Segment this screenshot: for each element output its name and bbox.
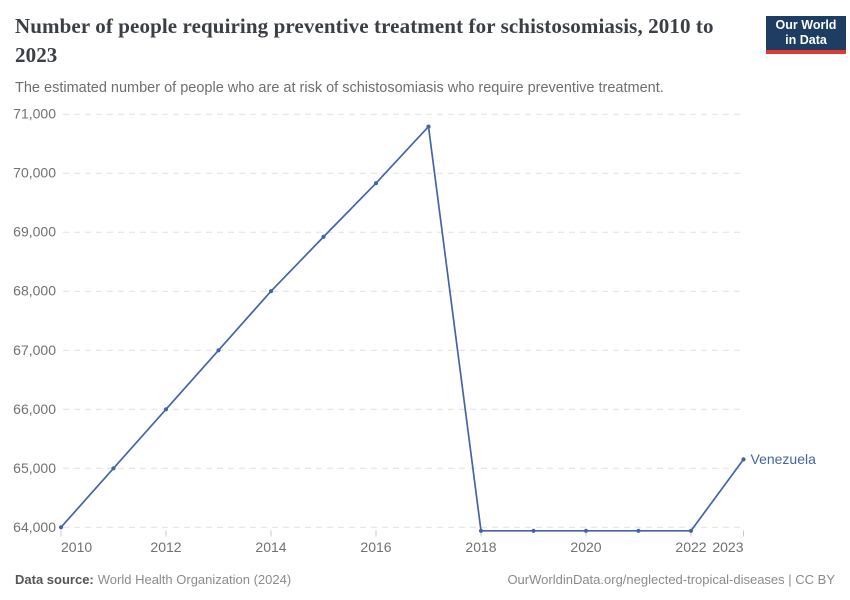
data-line: [60, 125, 745, 532]
y-tick-label: 65,000: [13, 460, 56, 476]
x-tick-label: 2012: [150, 539, 181, 555]
data-point: [216, 348, 221, 353]
x-tick-label: 2020: [570, 539, 601, 555]
y-tick-label: 71,000: [13, 106, 56, 122]
x-tick-label: 2010: [61, 539, 92, 555]
data-point: [636, 528, 641, 533]
y-tick-label: 64,000: [13, 519, 56, 535]
data-source-value: World Health Organization (2024): [97, 572, 292, 587]
data-point: [111, 466, 116, 471]
data-point: [531, 528, 536, 533]
data-point: [426, 124, 431, 129]
data-point: [321, 234, 326, 239]
y-tick-label: 70,000: [13, 165, 56, 181]
data-point: [583, 528, 589, 533]
owid-logo-line2: in Data: [785, 32, 827, 47]
chart-title: Number of people requiring preventive tr…: [15, 14, 714, 67]
data-point: [268, 289, 274, 294]
y-tick-label: 66,000: [13, 401, 56, 417]
x-tick-label: 2023: [712, 539, 743, 555]
data-source-label: Data source:: [15, 572, 94, 587]
data-point: [741, 457, 746, 462]
y-tick-label: 69,000: [13, 224, 56, 240]
data-point: [688, 528, 694, 533]
y-tick-label: 68,000: [13, 283, 56, 299]
x-tick-label: 2022: [675, 539, 706, 555]
data-source: Data source: World Health Organization (2…: [15, 572, 291, 587]
y-tick-label: 67,000: [13, 342, 56, 358]
owid-logo-line1: Our World: [775, 18, 837, 32]
x-tick-label: 2014: [255, 539, 286, 555]
chart-footer: Data source: World Health Organization (2…: [15, 572, 835, 587]
owid-logo: Our World in Data: [766, 16, 846, 54]
chart-header: Number of people requiring preventive tr…: [15, 12, 750, 97]
chart-subtitle: The estimated number of people who are a…: [15, 80, 664, 96]
x-tick-label: 2016: [360, 539, 391, 555]
attribution: OurWorldinData.org/neglected-tropical-di…: [507, 572, 835, 587]
series-end-label: Venezuela: [751, 451, 817, 467]
x-tick-label: 2018: [465, 539, 496, 555]
data-point: [373, 181, 379, 186]
data-point: [163, 407, 169, 412]
data-point: [58, 525, 64, 530]
data-point: [478, 528, 484, 533]
